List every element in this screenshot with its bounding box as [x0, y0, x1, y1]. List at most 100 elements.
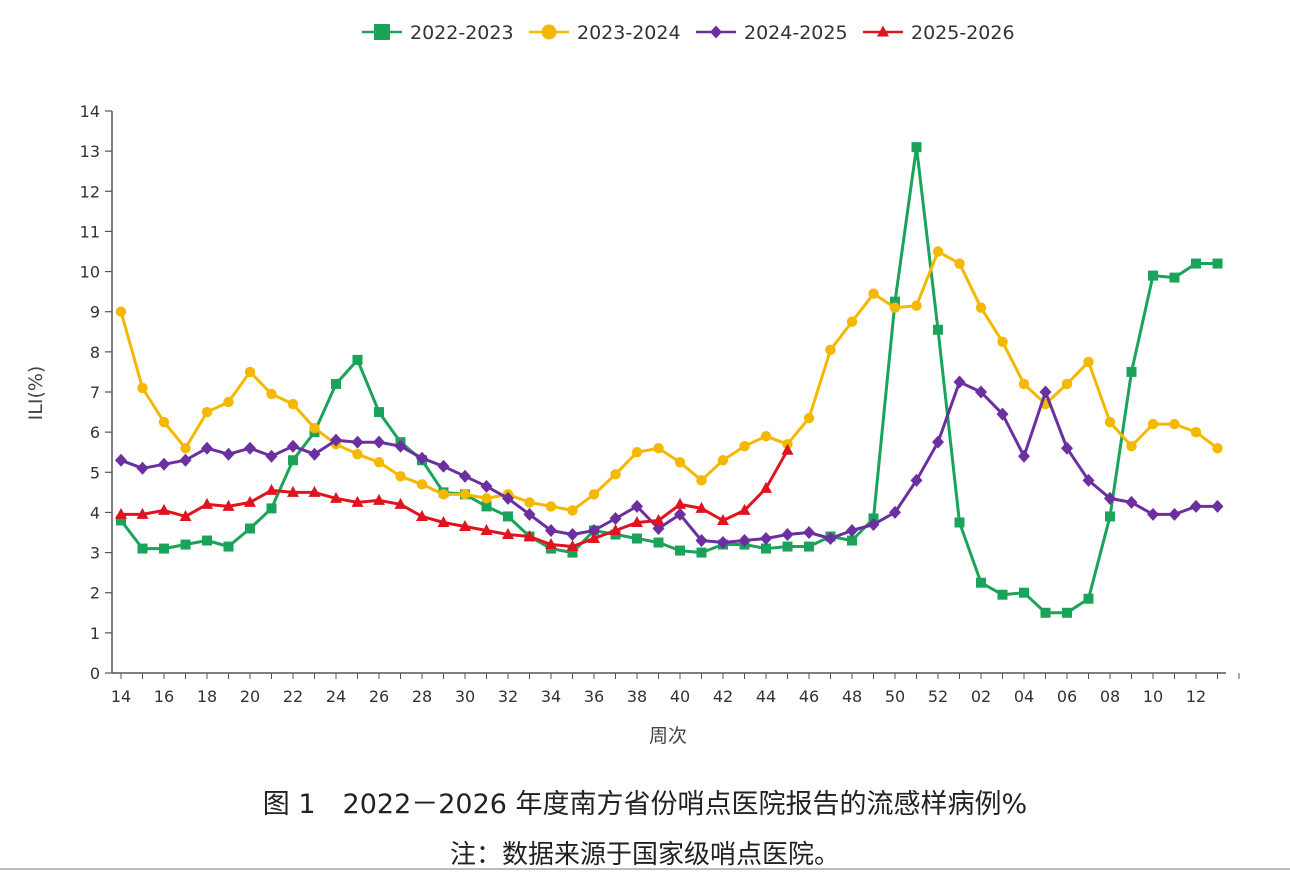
data-point	[265, 483, 278, 495]
data-point	[996, 407, 1009, 421]
data-point	[631, 499, 643, 513]
data-point	[373, 493, 385, 505]
data-point	[717, 513, 729, 525]
data-point	[373, 457, 385, 468]
legend-item: 2022-2023	[362, 22, 514, 44]
data-point	[738, 503, 751, 515]
y-tick-label: 1	[90, 624, 100, 643]
legend-label: 2024-2025	[744, 22, 848, 44]
data-point	[567, 505, 578, 516]
data-point	[244, 495, 256, 507]
x-tick-label: 30	[455, 687, 475, 706]
data-point	[481, 493, 492, 504]
data-point	[1104, 416, 1116, 428]
x-axis-title: 周次	[649, 725, 687, 747]
data-point	[1169, 418, 1180, 430]
data-point	[265, 449, 278, 463]
data-point	[997, 589, 1008, 600]
data-point	[438, 489, 449, 500]
data-point	[975, 385, 987, 399]
data-point	[846, 523, 858, 537]
series-line	[119, 145, 1218, 615]
data-point	[287, 485, 299, 497]
data-point	[459, 519, 471, 531]
data-point	[116, 515, 126, 526]
data-point	[1083, 593, 1094, 604]
data-point	[696, 547, 707, 558]
y-tick-label: 10	[80, 263, 100, 282]
data-point	[997, 336, 1008, 348]
data-point	[158, 416, 170, 428]
x-tick-label: 06	[1057, 687, 1077, 706]
data-point	[760, 430, 772, 442]
x-tick-label: 36	[584, 687, 604, 706]
legend-marker	[541, 24, 557, 40]
data-point	[1168, 507, 1181, 521]
data-point	[804, 541, 814, 552]
data-point	[760, 532, 772, 546]
data-point	[1061, 441, 1073, 455]
data-point	[609, 511, 622, 525]
data-point	[201, 441, 213, 455]
x-tick-label: 50	[885, 687, 905, 706]
series-line	[121, 449, 789, 548]
x-tick-label: 44	[756, 687, 776, 706]
data-point	[588, 489, 600, 500]
data-point	[889, 505, 901, 519]
y-tick-label: 7	[90, 383, 100, 402]
y-tick-label: 9	[90, 303, 100, 322]
legend-marker	[374, 24, 390, 40]
x-tick-label: 16	[154, 687, 174, 706]
data-point	[137, 382, 148, 394]
data-point	[1212, 258, 1223, 269]
data-point	[1190, 499, 1202, 513]
data-point	[1083, 356, 1094, 368]
data-point	[847, 535, 857, 546]
data-point	[1039, 385, 1052, 399]
data-point	[330, 491, 342, 503]
legend-label: 2023-2024	[577, 22, 681, 44]
data-point	[567, 547, 578, 558]
data-point	[352, 354, 363, 365]
data-point	[1211, 499, 1224, 513]
data-point	[976, 577, 986, 588]
data-point	[825, 344, 836, 356]
data-point	[222, 499, 235, 511]
data-point	[1147, 418, 1159, 430]
legend-marker	[877, 25, 889, 37]
data-point	[266, 503, 277, 514]
series-2023-2024	[115, 246, 1223, 516]
data-point	[223, 541, 234, 552]
data-point	[717, 536, 729, 550]
data-point	[351, 435, 364, 449]
data-point	[502, 491, 514, 505]
data-point	[890, 296, 900, 307]
data-point	[416, 479, 428, 490]
data-point	[180, 443, 191, 454]
data-point	[953, 375, 966, 389]
data-point	[975, 302, 987, 313]
data-point	[180, 539, 191, 550]
figure-note: 注：数据来源于国家级哨点医院。	[449, 840, 840, 870]
data-point	[287, 439, 299, 453]
data-point	[1126, 366, 1137, 377]
data-point	[610, 469, 621, 480]
data-point	[137, 543, 148, 554]
data-point	[695, 501, 708, 513]
data-point	[632, 533, 642, 544]
data-point	[631, 515, 643, 527]
data-point	[416, 451, 428, 465]
x-tick-label: 46	[799, 687, 819, 706]
x-tick-label: 42	[713, 687, 733, 706]
data-point	[588, 532, 600, 544]
data-point	[480, 523, 493, 535]
data-point	[652, 521, 665, 535]
data-point	[523, 530, 536, 542]
data-point	[1147, 507, 1159, 521]
x-tick-label: 08	[1100, 687, 1120, 706]
data-point	[761, 543, 771, 554]
data-point	[545, 538, 557, 550]
x-tick-label: 12	[1186, 687, 1206, 706]
series-2024-2025	[115, 375, 1224, 550]
